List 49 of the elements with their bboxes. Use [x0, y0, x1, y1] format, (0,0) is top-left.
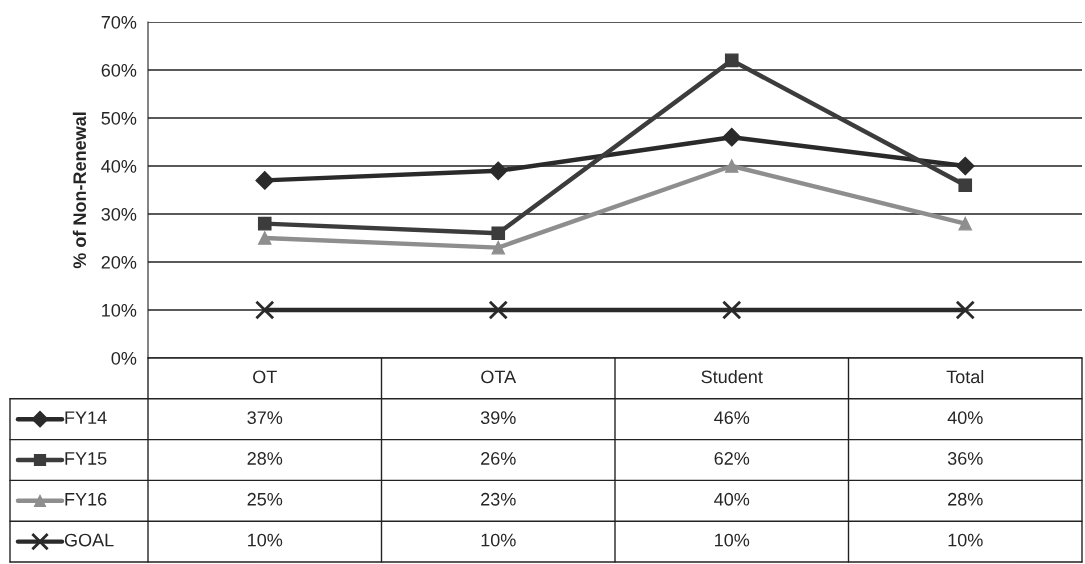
x-tick-label: Student: [701, 369, 763, 384]
data-label: 10%: [481, 533, 516, 547]
data-label: 10%: [715, 533, 750, 547]
y-tick-label: 10%: [102, 303, 137, 317]
y-tick-label: 70%: [101, 15, 137, 29]
x-tick-label: OT: [253, 370, 277, 384]
data-label: 23%: [481, 492, 516, 506]
legend-label: FY14: [65, 411, 107, 424]
point: [491, 240, 506, 255]
point: [255, 171, 275, 190]
x-tick-label: Total: [946, 369, 984, 384]
point: [255, 300, 275, 320]
y-axis-title: % of Non-Renewal: [72, 112, 87, 269]
point: [491, 226, 506, 241]
y-tick-label: 40%: [101, 159, 137, 173]
point: [955, 300, 975, 320]
data-label: 28%: [948, 492, 983, 506]
data-label: 10%: [248, 533, 283, 547]
data-label: 37%: [247, 411, 283, 425]
data-label: 36%: [947, 452, 983, 465]
data-label: 46%: [714, 411, 750, 425]
data-label: 25%: [247, 492, 283, 506]
legend-label: FY15: [65, 452, 107, 465]
point: [722, 300, 742, 320]
y-tick-label: 30%: [101, 207, 137, 221]
point: [488, 300, 508, 320]
x-tick-label: OTA: [481, 370, 517, 384]
data-label: 26%: [481, 452, 516, 465]
y-tick-label: 50%: [101, 111, 137, 125]
point: [724, 53, 739, 68]
point: [958, 216, 973, 231]
legend-label: GOAL: [64, 533, 114, 547]
point: [724, 159, 739, 173]
point: [955, 156, 975, 176]
data-label: 40%: [714, 492, 750, 506]
point: [257, 231, 272, 245]
data-label: 62%: [714, 452, 750, 465]
y-tick-label: 60%: [101, 63, 137, 77]
y-tick-label: 0%: [111, 351, 137, 365]
legend-label: FY16: [65, 492, 107, 506]
point: [722, 127, 742, 147]
data-label: 40%: [947, 411, 983, 425]
data-label: 10%: [948, 533, 983, 547]
y-tick-label: 20%: [101, 255, 137, 269]
point: [488, 161, 508, 181]
data-label: 39%: [480, 411, 516, 425]
point: [958, 178, 973, 193]
data-label: 28%: [247, 452, 283, 465]
point: [257, 216, 272, 231]
